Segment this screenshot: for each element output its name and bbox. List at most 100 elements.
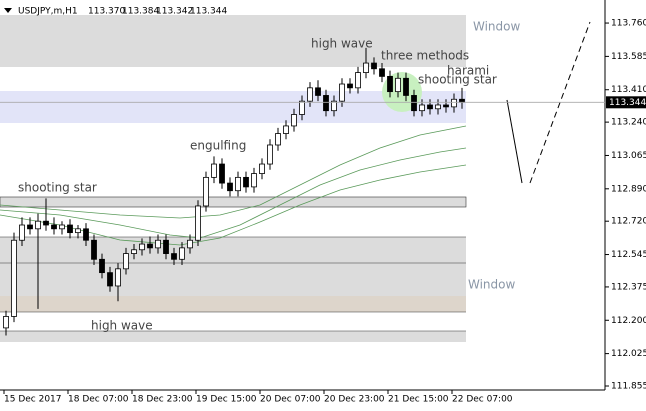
candle-body xyxy=(155,239,161,249)
annotation: high wave xyxy=(311,37,373,51)
moving-averages xyxy=(0,125,467,246)
candle-body xyxy=(307,87,313,102)
x-tick-label: 20 Dec 07:00 xyxy=(260,395,321,405)
candle-body xyxy=(355,72,361,89)
y-tick-label: 111.855 xyxy=(611,381,646,391)
candle-body xyxy=(195,205,201,241)
candle-body xyxy=(419,104,425,112)
y-tick-label: 112.025 xyxy=(611,349,646,359)
candle-body xyxy=(115,268,121,287)
candle-body xyxy=(259,163,265,174)
symbol: USDJPY,m,H1 xyxy=(18,7,78,17)
candle-body xyxy=(99,258,105,274)
collapse-icon[interactable] xyxy=(4,8,12,13)
header-quote: 113.342 xyxy=(156,7,193,17)
x-tick-label: 18 Dec 07:00 xyxy=(68,395,129,405)
annotation: engulfing xyxy=(190,139,246,153)
candle-body xyxy=(371,62,377,70)
annotation: harami xyxy=(447,64,489,78)
candle-body xyxy=(3,316,9,329)
candle-body xyxy=(363,62,369,73)
zones xyxy=(0,15,467,342)
candle-body xyxy=(75,228,81,234)
y-tick-label: 112.545 xyxy=(611,250,646,260)
x-tick-label: 22 Dec 07:00 xyxy=(452,395,513,405)
candle-body xyxy=(435,104,441,110)
candle-body xyxy=(299,100,305,115)
candle-body xyxy=(267,144,273,165)
candle-body xyxy=(395,77,401,93)
x-tick-label: 21 Dec 15:00 xyxy=(388,395,449,405)
candle-body xyxy=(27,224,33,230)
ma-line xyxy=(0,147,467,239)
candle-body xyxy=(291,114,297,127)
candle-body xyxy=(51,224,57,230)
ma-line xyxy=(0,164,467,246)
y-tick-label: 113.585 xyxy=(611,52,646,62)
zone xyxy=(0,331,466,342)
annotation: Window xyxy=(473,20,521,34)
candle-body xyxy=(323,95,329,112)
zone xyxy=(0,15,466,67)
candle-body xyxy=(147,243,153,249)
header-quote: 113.384 xyxy=(122,7,159,17)
candle-body xyxy=(403,77,409,96)
y-tick-label: 112.890 xyxy=(611,184,646,194)
header-quote: 113.344 xyxy=(190,7,227,17)
zone xyxy=(0,296,466,312)
candle-body xyxy=(411,95,417,112)
candle-body xyxy=(91,239,97,260)
annotation: shooting star xyxy=(18,181,97,195)
annotation: Window xyxy=(468,278,516,292)
candle-body xyxy=(331,100,337,112)
y-tick-label: 113.410 xyxy=(611,85,646,95)
candle-body xyxy=(315,87,321,96)
y-tick-label: 112.200 xyxy=(611,316,646,326)
candle-body xyxy=(387,75,393,93)
annotation: shooting star xyxy=(418,73,497,87)
y-tick-label: 112.720 xyxy=(611,217,646,227)
header-quote: 113.370 xyxy=(88,7,125,17)
candle-body xyxy=(107,272,113,287)
x-tick-label: 15 Dec 2017 xyxy=(4,395,62,405)
candle-body xyxy=(83,228,89,241)
y-tick-label: 113.240 xyxy=(611,118,646,128)
current-price-label: 113.344 xyxy=(609,98,646,108)
x-tick-label: 18 Dec 23:00 xyxy=(132,395,193,405)
candle-body xyxy=(139,243,145,251)
candle-body xyxy=(227,182,233,192)
candle-body xyxy=(67,224,73,234)
candle-body xyxy=(235,176,241,192)
candle-body xyxy=(275,133,281,146)
annotation: high wave xyxy=(91,319,153,333)
candle-body xyxy=(427,104,433,110)
candle-body xyxy=(451,98,457,108)
candle-body xyxy=(123,253,129,270)
candle-body xyxy=(163,239,169,254)
x-tick-label: 20 Dec 23:00 xyxy=(324,395,385,405)
candle-body xyxy=(43,220,49,226)
ma-line xyxy=(0,125,467,219)
y-tick-label: 112.375 xyxy=(611,282,646,292)
zone xyxy=(0,237,466,296)
current-price-box xyxy=(606,96,646,109)
candle-body xyxy=(11,239,17,317)
candle-body xyxy=(203,176,209,207)
candle-body xyxy=(459,98,465,103)
candle-body xyxy=(19,224,25,241)
candle-body xyxy=(243,176,249,188)
candle-body xyxy=(251,173,257,188)
candle-body xyxy=(187,239,193,249)
projection-line xyxy=(506,99,523,184)
candle-body xyxy=(35,220,41,230)
candle-body xyxy=(443,104,449,108)
candle-body xyxy=(219,163,225,184)
candle-body xyxy=(211,163,217,178)
annotation: three methods xyxy=(381,49,469,63)
candle-body xyxy=(339,83,345,102)
candle-body xyxy=(59,224,65,230)
candle-body xyxy=(379,68,385,77)
candle-body xyxy=(179,247,185,260)
y-tick-label: 113.065 xyxy=(611,151,646,161)
